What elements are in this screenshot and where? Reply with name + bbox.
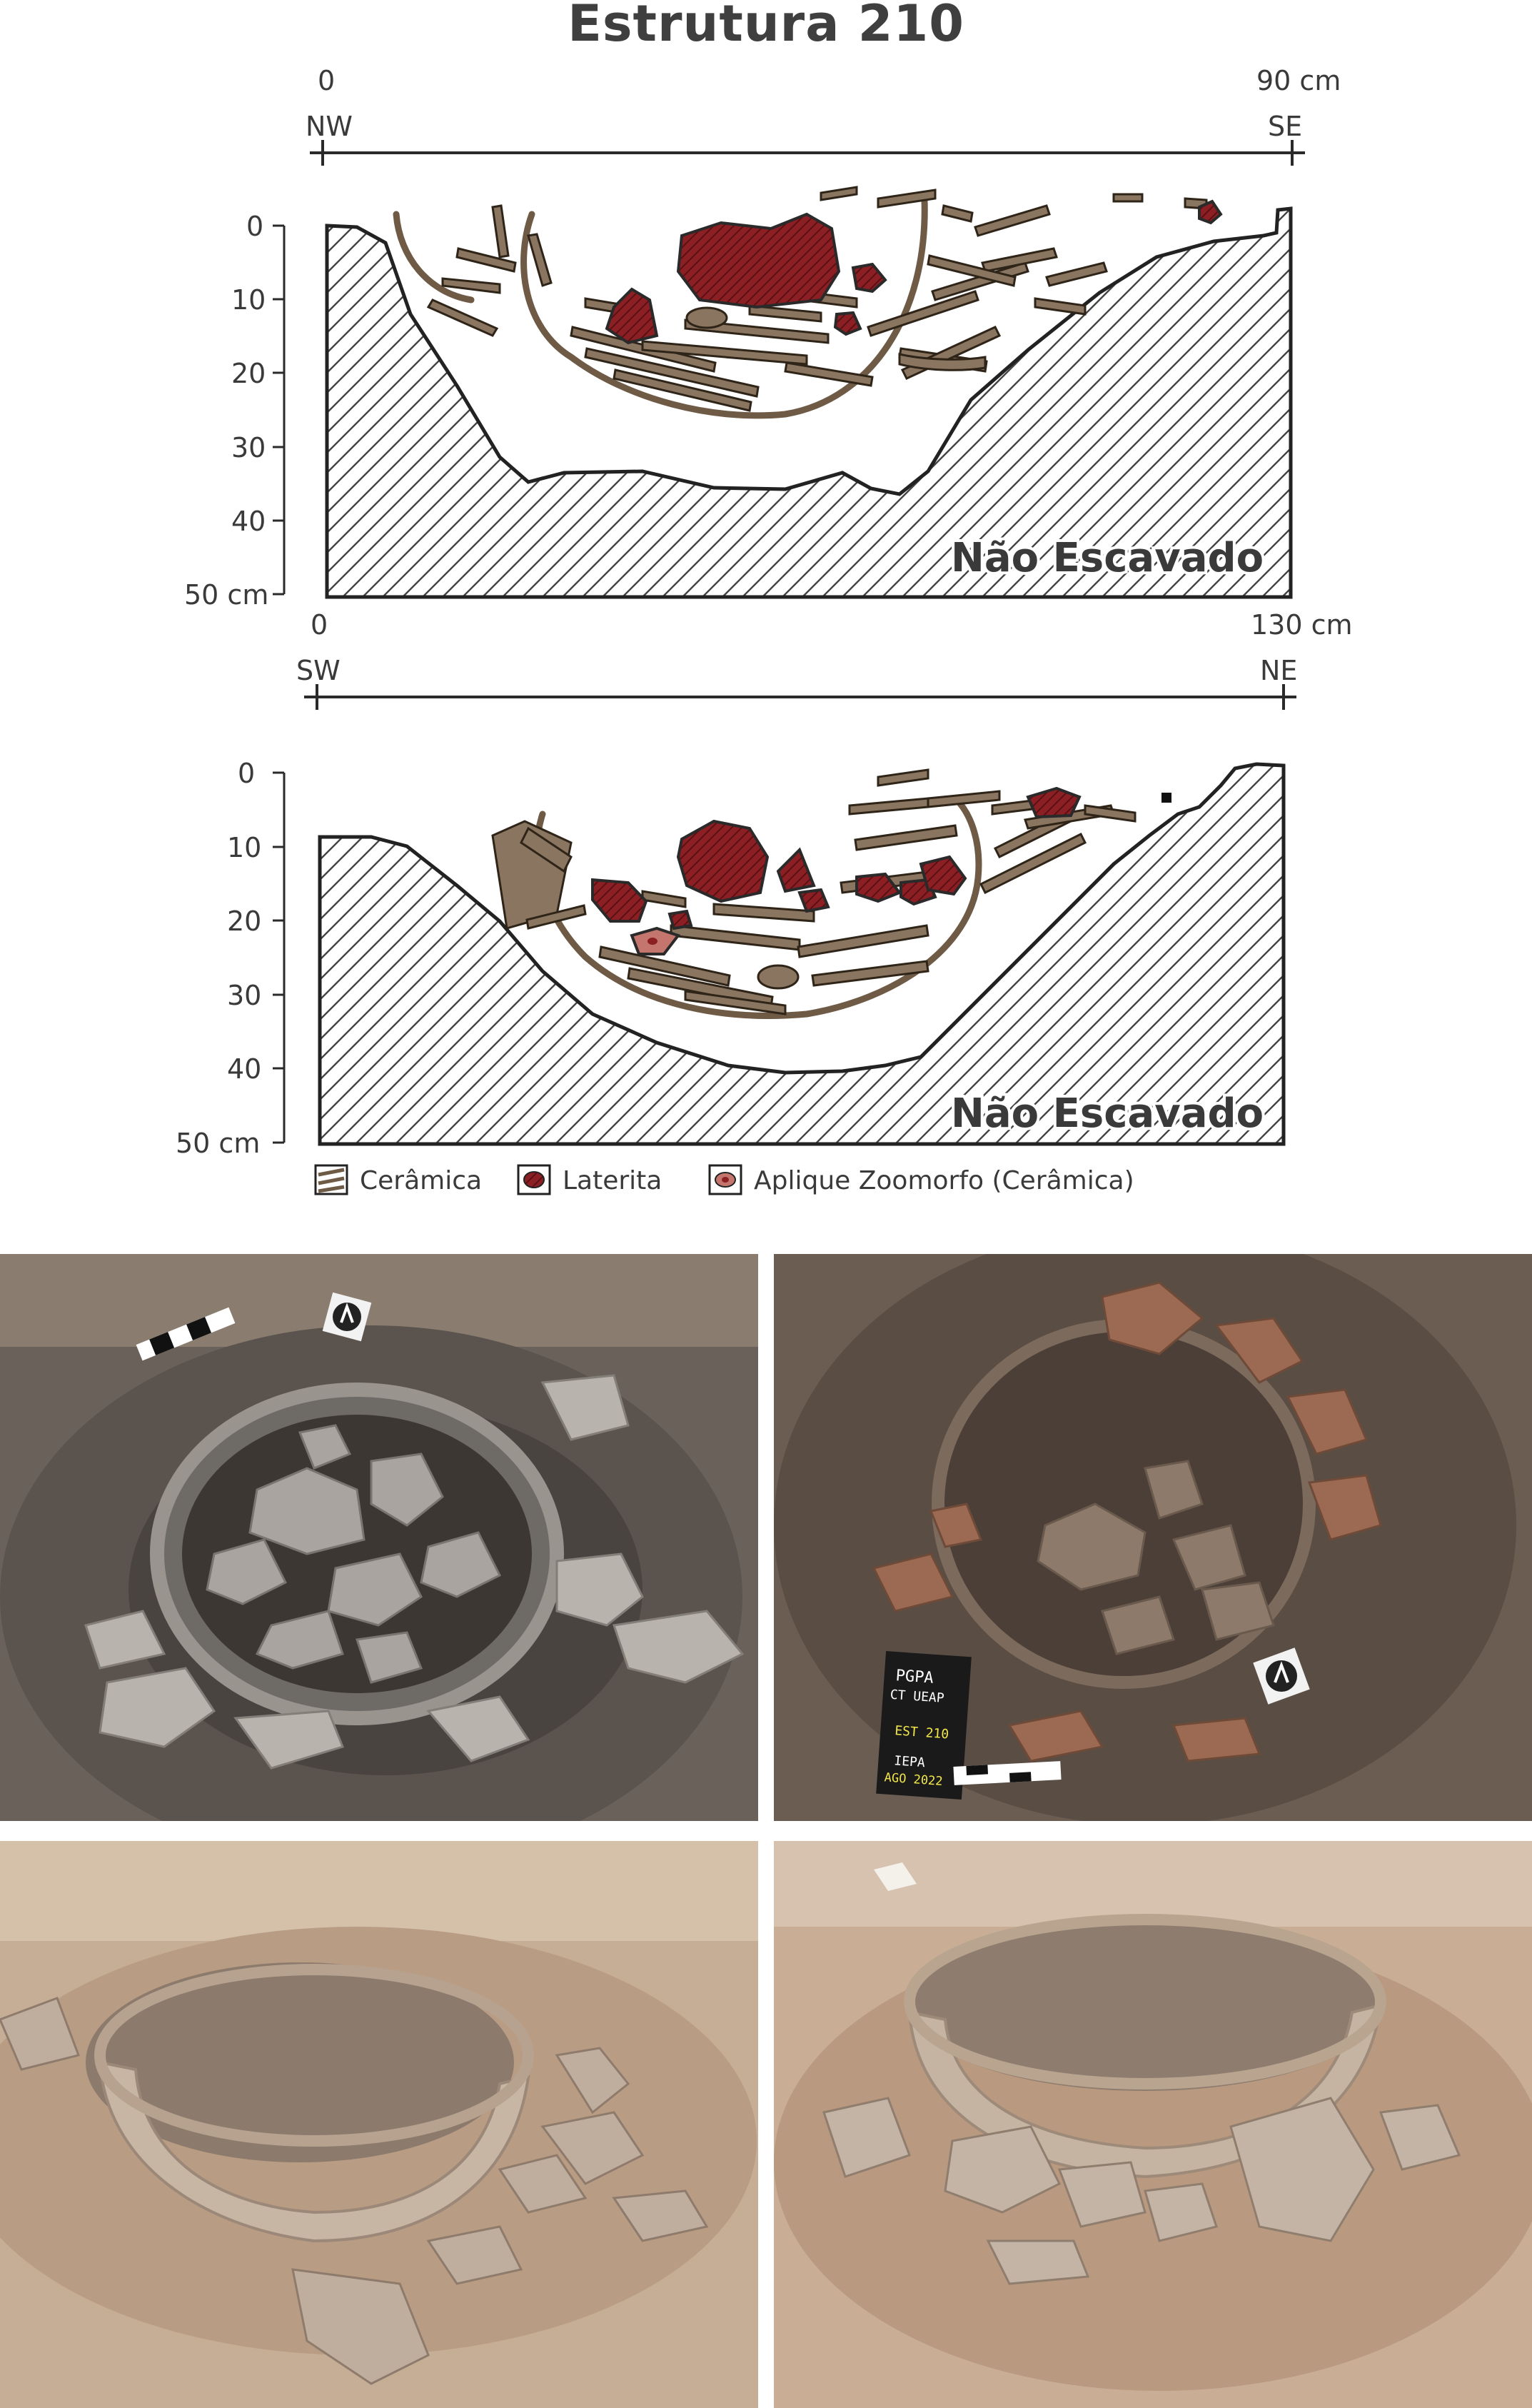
depth-tick-40: 40 (231, 506, 266, 537)
depth-tick-20: 20 (227, 905, 261, 937)
ceramic-sherds (491, 768, 1137, 1015)
x-end-label: 130 cm (1251, 609, 1353, 641)
unexcavated-label: Não Escavado (951, 535, 1264, 581)
legend-zoomorph: Aplique Zoomorfo (Cerâmica) (708, 1164, 1134, 1195)
depth-tick-10: 10 (227, 832, 261, 863)
laterite-blocks (605, 199, 1223, 345)
unexcavated-soil (318, 762, 1286, 1146)
ceramic-sherds (426, 186, 1208, 412)
depth-tick-0: 0 (238, 758, 255, 789)
north-arrow-icon (322, 1292, 372, 1342)
depth-axis: 0 10 20 30 40 50 cm (176, 758, 286, 1159)
legend-ceramic: Cerâmica (314, 1164, 482, 1195)
legend-laterite: Laterita (517, 1164, 662, 1195)
dir-left-label: SW (296, 655, 341, 686)
depth-tick-0: 0 (246, 211, 263, 242)
depth-axis: 0 10 20 30 40 50 cm (184, 211, 286, 611)
dir-left-label: NW (306, 111, 353, 142)
reference-line (304, 684, 1296, 710)
stratigraphic-profiles: 0 90 cm NW SE 0 10 20 30 40 50 cm (176, 65, 1353, 1195)
site-label-board: PGPA CT UEAP EST 210 IEPA AGO 2022 (876, 1651, 972, 1800)
photo-bottom-right (774, 1841, 1532, 2408)
x-end-label: 90 cm (1256, 65, 1341, 96)
x-start-label: 0 (318, 65, 335, 96)
vessel-outline (393, 196, 928, 419)
legend: Cerâmica Laterita Aplique Zoomorfo (Cerâ… (314, 1164, 1134, 1195)
photo-bottom-left (0, 1841, 758, 2408)
depth-tick-10: 10 (231, 284, 266, 316)
reference-line (310, 140, 1305, 166)
depth-tick-30: 30 (231, 432, 266, 463)
depth-tick-30: 30 (227, 980, 261, 1011)
laterite-blocks (591, 786, 1082, 930)
depth-tick-20: 20 (231, 358, 266, 389)
depth-tick-40: 40 (227, 1053, 261, 1085)
profile-nw-se: 0 90 cm NW SE 0 10 20 30 40 50 cm (184, 65, 1341, 611)
x-start-label: 0 (311, 609, 328, 641)
figure-title: Estrutura 210 (568, 0, 964, 53)
board-line-4: IEPA (894, 1753, 926, 1770)
legend-zoomorph-label: Aplique Zoomorfo (Cerâmica) (754, 1166, 1134, 1195)
profile-sw-ne: 0 130 cm SW NE 0 10 20 30 40 50 cm Não (176, 609, 1353, 1159)
legend-ceramic-label: Cerâmica (360, 1166, 482, 1195)
depth-tick-50: 50 cm (176, 1128, 260, 1159)
north-arrow-icon (1253, 1647, 1310, 1705)
depth-tick-50: 50 cm (184, 579, 268, 611)
scale-bar (953, 1761, 1062, 1785)
dir-right-label: SE (1268, 111, 1302, 142)
scale-bar (136, 1307, 236, 1361)
board-line-1: PGPA (895, 1667, 934, 1687)
photo-top-left (0, 1254, 758, 1821)
dir-right-label: NE (1260, 655, 1297, 686)
photo-top-right: PGPA CT UEAP EST 210 IEPA AGO 2022 (774, 1254, 1532, 1821)
unexcavated-label: Não Escavado (951, 1090, 1264, 1137)
legend-laterite-label: Laterita (563, 1166, 662, 1195)
unexcavated-soil (325, 206, 1293, 599)
